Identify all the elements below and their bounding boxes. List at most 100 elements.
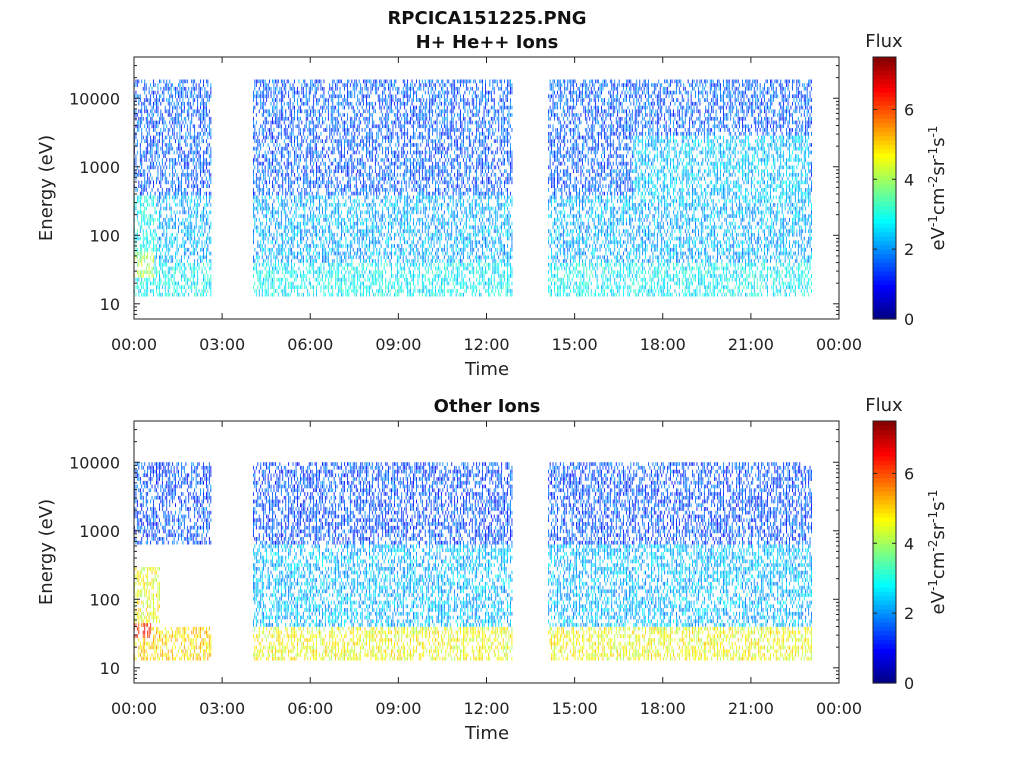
heatmap-cell: [357, 217, 359, 222]
heatmap-cell: [285, 173, 287, 177]
heatmap-cell: [260, 270, 262, 275]
heatmap-cell: [138, 94, 140, 99]
heatmap-cell: [292, 236, 294, 241]
heatmap-cell: [201, 210, 203, 215]
heatmap-cell: [255, 146, 257, 151]
heatmap-cell: [366, 289, 367, 293]
heatmap-cell: [273, 255, 275, 260]
heatmap-cell: [342, 101, 344, 106]
heatmap-cell: [301, 251, 303, 256]
heatmap-cell: [276, 169, 278, 174]
heatmap-cell: [198, 225, 200, 230]
heatmap-cell: [347, 83, 348, 87]
heatmap-cell: [160, 277, 162, 282]
heatmap-cell: [349, 176, 351, 181]
heatmap-cell: [341, 285, 342, 290]
heatmap-cell: [264, 281, 266, 286]
heatmap-cell: [327, 98, 329, 102]
heatmap-cell: [264, 120, 266, 125]
heatmap-cell: [186, 161, 188, 166]
heatmap-cell: [391, 221, 392, 226]
heatmap-cell: [144, 259, 146, 263]
heatmap-cell: [322, 247, 323, 252]
heatmap-cell: [302, 165, 304, 170]
heatmap-cell: [258, 289, 260, 293]
heatmap-cell: [330, 210, 332, 215]
heatmap-cell: [258, 128, 260, 132]
heatmap-cell: [376, 86, 378, 91]
heatmap-cell: [332, 113, 334, 117]
heatmap-cell: [317, 79, 319, 84]
heatmap-cell: [141, 101, 143, 106]
heatmap-cell: [316, 150, 317, 155]
heatmap-cell: [300, 214, 301, 218]
heatmap-cell: [255, 150, 257, 155]
heatmap-cell: [305, 169, 307, 174]
heatmap-cell: [173, 131, 175, 136]
heatmap-cell: [148, 274, 150, 278]
heatmap-cell: [185, 266, 187, 271]
heatmap-cell: [272, 184, 273, 189]
heatmap-cell: [364, 251, 366, 256]
heatmap-cell: [357, 158, 359, 162]
heatmap-cell: [339, 262, 341, 267]
heatmap-cell: [277, 131, 279, 136]
heatmap-cell: [169, 139, 171, 144]
heatmap-cell: [332, 124, 334, 129]
heatmap-cell: [198, 113, 200, 117]
heatmap-cell: [286, 158, 288, 162]
heatmap-cell: [347, 128, 348, 132]
heatmap-cell: [286, 214, 288, 218]
heatmap-cell: [270, 173, 272, 177]
heatmap-cell: [370, 184, 372, 189]
heatmap-cell: [186, 101, 188, 106]
heatmap-cell: [388, 240, 389, 245]
heatmap-cell: [327, 109, 329, 114]
heatmap-cell: [160, 184, 162, 189]
heatmap-cell: [189, 236, 191, 241]
heatmap-cell: [288, 206, 290, 211]
heatmap-cell: [139, 244, 141, 248]
heatmap-cell: [288, 79, 290, 84]
heatmap-cell: [176, 210, 178, 215]
heatmap-cell: [317, 154, 319, 159]
heatmap-cell: [311, 109, 313, 114]
heatmap-cell: [175, 289, 176, 293]
heatmap-cell: [358, 109, 360, 114]
heatmap-cell: [201, 128, 203, 132]
heatmap-cell: [396, 109, 398, 114]
heatmap-cell: [267, 229, 269, 233]
heatmap-cell: [344, 113, 345, 117]
heatmap-cell: [169, 113, 171, 117]
heatmap-cell: [326, 139, 328, 144]
heatmap-cell: [395, 292, 397, 297]
heatmap-cell: [264, 150, 266, 155]
heatmap-cell: [310, 79, 312, 84]
heatmap-cell: [358, 285, 360, 290]
heatmap-cell: [351, 277, 353, 282]
heatmap-cell: [307, 251, 309, 256]
heatmap-cell: [355, 270, 357, 275]
heatmap-cell: [322, 206, 323, 211]
heatmap-cell: [386, 199, 388, 203]
heatmap-cell: [310, 184, 312, 189]
heatmap-cell: [311, 169, 313, 174]
heatmap-cell: [360, 221, 362, 226]
heatmap-cell: [348, 262, 350, 267]
heatmap-cell: [327, 165, 329, 170]
heatmap-cell: [354, 225, 356, 230]
heatmap-cell: [319, 165, 320, 170]
heatmap-cell: [336, 281, 338, 286]
heatmap-cell: [267, 203, 269, 207]
heatmap-cell: [282, 98, 284, 102]
heatmap-cell: [294, 161, 295, 166]
heatmap-cell: [376, 90, 378, 95]
heatmap-cell: [160, 244, 162, 248]
heatmap-cell: [292, 131, 294, 136]
heatmap-cell: [402, 266, 404, 271]
heatmap-cell: [188, 236, 190, 241]
heatmap-cell: [361, 210, 363, 215]
heatmap-cell: [166, 225, 168, 230]
heatmap-cell: [288, 255, 290, 260]
heatmap-cell: [166, 83, 168, 87]
